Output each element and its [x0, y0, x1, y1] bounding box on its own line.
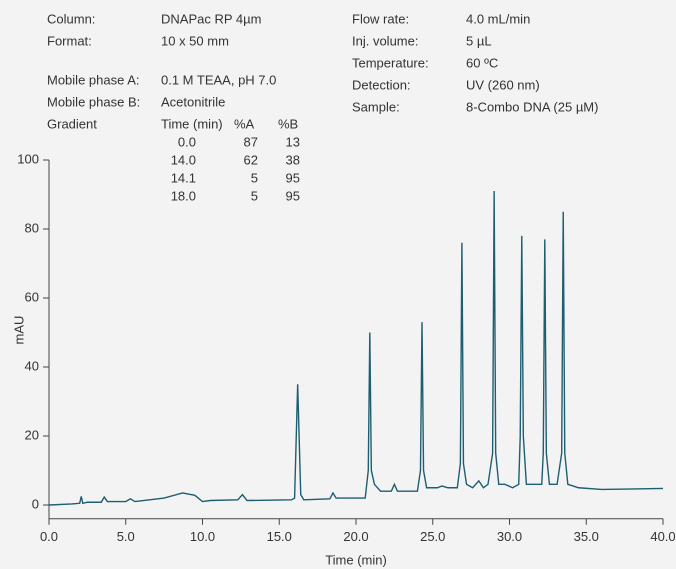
info-label: Temperature:	[352, 55, 429, 70]
info-label: Sample:	[352, 99, 400, 114]
gradient-cell: 5	[251, 188, 258, 203]
info-value: UV (260 nm)	[466, 77, 540, 92]
info-label: Column:	[47, 11, 95, 26]
y-tick-label: 80	[25, 220, 39, 235]
info-label: Format:	[47, 33, 92, 48]
info-label: Inj. volume:	[352, 33, 418, 48]
gradient-cell: 13	[286, 134, 300, 149]
x-tick-label: 30.0	[497, 529, 522, 544]
trace	[48, 191, 664, 506]
info-label: Flow rate:	[352, 11, 409, 26]
info-value: 4.0 mL/min	[466, 11, 530, 26]
y-tick-label: 100	[17, 151, 39, 166]
gradient-cell: 5	[251, 170, 258, 185]
y-tick-label: 20	[25, 427, 39, 442]
y-tick-label: 0	[32, 496, 39, 511]
info-label: Mobile phase B:	[47, 94, 140, 109]
gradient-cell: 14.1	[171, 170, 196, 185]
gradient-cell: 95	[286, 188, 300, 203]
info-label: Detection:	[352, 77, 411, 92]
info-value: 8-Combo DNA (25 µM)	[466, 99, 598, 114]
x-tick-label: 35.0	[574, 529, 599, 544]
gradient-header: Time (min)	[161, 116, 223, 131]
info-value: DNAPac RP 4µm	[161, 11, 261, 26]
y-tick-label: 60	[25, 289, 39, 304]
gradient-cell: 38	[286, 152, 300, 167]
gradient-cell: 87	[244, 134, 258, 149]
x-tick-label: 25.0	[420, 529, 445, 544]
info-label: Mobile phase A:	[47, 72, 140, 87]
info-value: Acetonitrile	[161, 94, 225, 109]
x-axis-title: Time (min)	[325, 552, 387, 567]
x-tick-label: 20.0	[343, 529, 368, 544]
gradient-cell: 62	[244, 152, 258, 167]
info-value: 0.1 M TEAA, pH 7.0	[161, 72, 276, 87]
info-value: 5 µL	[466, 33, 492, 48]
info-value: 60 ºC	[466, 55, 498, 70]
x-tick-label: 10.0	[190, 529, 215, 544]
gradient-header: %B	[278, 116, 298, 131]
y-axis-title: mAU	[11, 316, 26, 345]
info-value: 10 x 50 mm	[161, 33, 229, 48]
y-tick-label: 40	[25, 358, 39, 373]
gradient-label: Gradient	[47, 116, 97, 131]
x-tick-label: 40.0	[650, 529, 675, 544]
gradient-cell: 95	[286, 170, 300, 185]
x-tick-label: 5.0	[117, 529, 135, 544]
x-tick-label: 0.0	[40, 529, 58, 544]
gradient-header: %A	[234, 116, 255, 131]
gradient-cell: 14.0	[171, 152, 196, 167]
gradient-cell: 0.0	[178, 134, 196, 149]
x-tick-label: 15.0	[267, 529, 292, 544]
gradient-cell: 18.0	[171, 188, 196, 203]
